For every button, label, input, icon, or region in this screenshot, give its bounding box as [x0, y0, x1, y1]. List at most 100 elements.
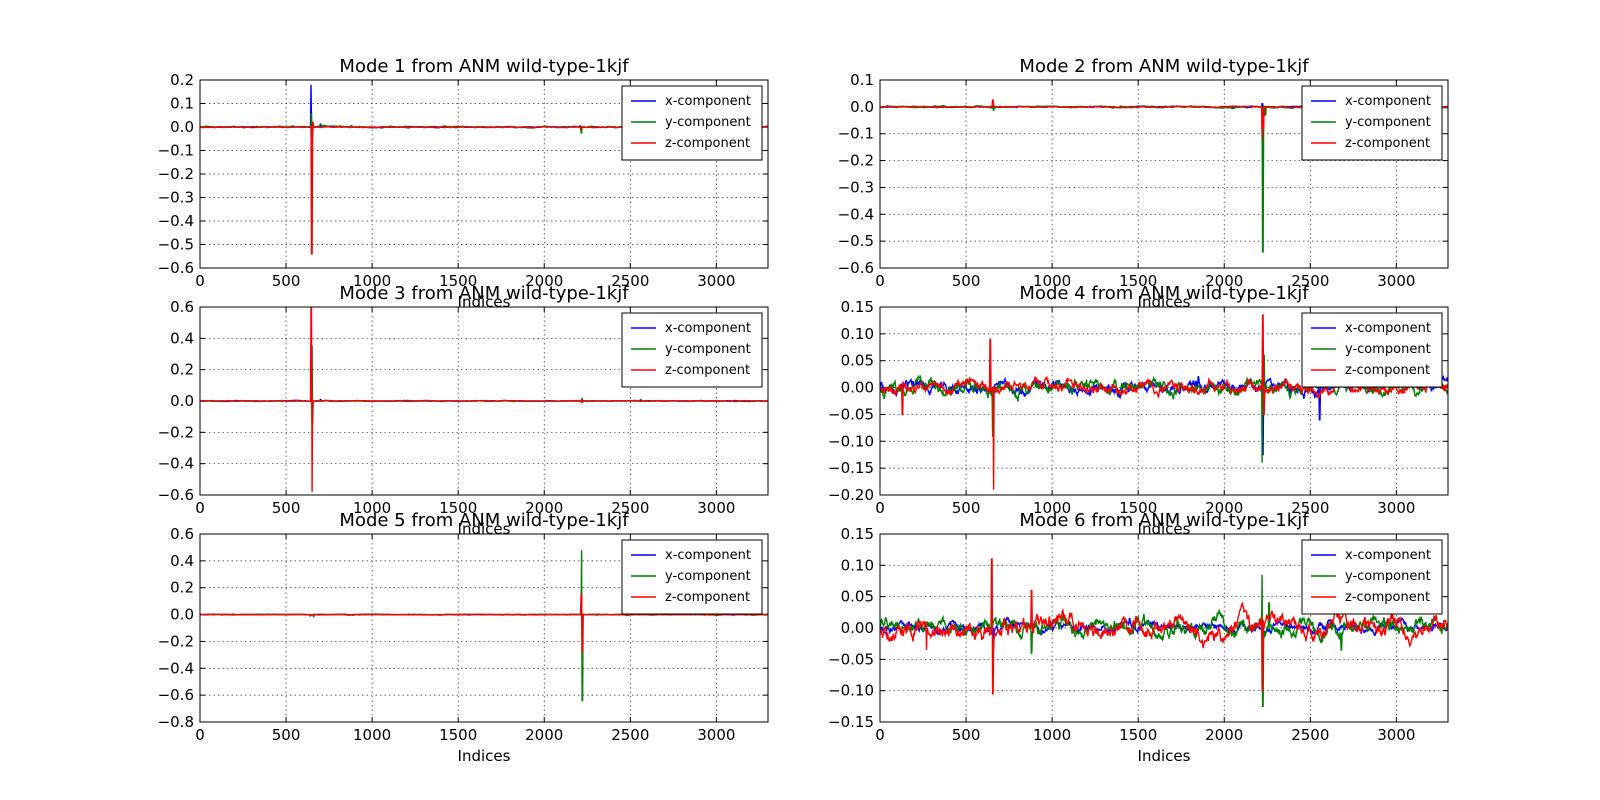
plot-frame: [879, 306, 1449, 496]
y-tick-label: −0.6: [838, 259, 874, 277]
y-tick-label: −0.5: [838, 232, 874, 250]
y-tick-label: 0.0: [170, 118, 194, 136]
y-tick-label: −0.10: [828, 682, 874, 700]
x-tick-label: 2000: [525, 726, 563, 744]
x-tick-label: 2500: [1291, 726, 1329, 744]
y-tick-label: 0.6: [170, 298, 194, 316]
x-tick-label: 1000: [1033, 272, 1071, 290]
x-tick-label: 2000: [525, 499, 563, 517]
x-tick-label: 500: [952, 272, 981, 290]
panel-title: Mode 1 from ANM wild-type-1kjf: [339, 56, 629, 77]
y-tick-label: 0.2: [170, 71, 194, 89]
x-tick-label: 3000: [1377, 272, 1415, 290]
x-tick-label: 500: [952, 499, 981, 517]
y-tick-label: 0.0: [170, 392, 194, 410]
legend-label: y-component: [1345, 115, 1431, 130]
legend-label: x-component: [665, 548, 751, 563]
x-tick-label: 2000: [1205, 499, 1243, 517]
x-tick-label: 500: [272, 272, 301, 290]
x-tick-label: 1500: [1119, 499, 1157, 517]
legend-label: z-component: [1345, 136, 1430, 151]
x-tick-label: 1500: [439, 499, 477, 517]
x-tick-label: 1000: [353, 499, 391, 517]
x-tick-label: 2000: [525, 272, 563, 290]
x-tick-label: 3000: [1377, 726, 1415, 744]
panel-title: Mode 6 from ANM wild-type-1kjf: [1019, 510, 1309, 531]
y-tick-label: −0.4: [158, 455, 194, 473]
y-tick-label: 0.15: [841, 525, 874, 543]
legend-label: z-component: [1345, 363, 1430, 378]
y-tick-label: −0.15: [828, 713, 874, 731]
y-tick-label: 0.4: [170, 552, 194, 570]
x-tick-label: 1000: [353, 272, 391, 290]
y-tick-label: −0.15: [828, 459, 874, 477]
y-tick-label: −0.20: [828, 486, 874, 504]
x-tick-label: 0: [195, 726, 205, 744]
y-tick-label: −0.5: [158, 236, 194, 254]
y-tick-label: 0.10: [841, 325, 874, 343]
legend-label: x-component: [665, 321, 751, 336]
series-line-z-component: [880, 558, 1448, 695]
x-tick-label: 500: [272, 499, 301, 517]
legend-label: x-component: [665, 94, 751, 109]
series-line-z-component: [880, 314, 1448, 490]
panel-title: Mode 5 from ANM wild-type-1kjf: [339, 510, 629, 531]
y-tick-label: 0.1: [170, 95, 194, 113]
x-tick-label: 2500: [611, 726, 649, 744]
legend-label: z-component: [665, 136, 750, 151]
y-tick-label: −0.4: [838, 205, 874, 223]
x-axis-label: Indices: [458, 747, 511, 765]
y-tick-label: −0.05: [828, 405, 874, 423]
legend: x-component y-component z-component: [1301, 85, 1443, 161]
x-tick-label: 1500: [1119, 726, 1157, 744]
y-tick-label: −0.1: [838, 125, 874, 143]
y-tick-label: 0.4: [170, 329, 194, 347]
x-tick-label: 2500: [611, 499, 649, 517]
x-tick-label: 1500: [439, 726, 477, 744]
legend-label: y-component: [1345, 342, 1431, 357]
panel-mode-2: Mode 2 from ANM wild-type-1kjf Indices 0…: [838, 56, 1449, 311]
plot-frame: [199, 79, 769, 269]
legend: x-component y-component z-component: [1301, 539, 1443, 615]
legend: x-component y-component z-component: [1301, 312, 1443, 388]
y-tick-label: −0.6: [158, 686, 194, 704]
x-tick-label: 3000: [697, 272, 735, 290]
legend-label: y-component: [1345, 569, 1431, 584]
x-tick-label: 3000: [697, 499, 735, 517]
y-tick-label: 0.0: [850, 98, 874, 116]
x-tick-label: 3000: [697, 726, 735, 744]
plot-frame: [879, 533, 1449, 723]
panel-mode-6: Mode 6 from ANM wild-type-1kjf Indices 0…: [828, 510, 1449, 765]
x-tick-label: 1500: [1119, 272, 1157, 290]
y-tick-label: −0.05: [828, 650, 874, 668]
x-axis-label: Indices: [1138, 747, 1191, 765]
legend-label: z-component: [665, 590, 750, 605]
x-tick-label: 500: [272, 726, 301, 744]
panel-mode-1: Mode 1 from ANM wild-type-1kjf Indices 0…: [158, 56, 769, 311]
legend-label: z-component: [665, 363, 750, 378]
y-tick-label: −0.2: [158, 632, 194, 650]
y-tick-label: −0.3: [158, 189, 194, 207]
x-tick-label: 2000: [1205, 726, 1243, 744]
x-tick-label: 0: [875, 726, 885, 744]
plot-frame: [879, 79, 1449, 269]
series-line-z-component: [200, 307, 768, 492]
y-tick-label: 0.05: [841, 588, 874, 606]
series-line-y-component: [880, 574, 1448, 707]
y-tick-label: 0.6: [170, 525, 194, 543]
x-tick-label: 2500: [611, 272, 649, 290]
legend: x-component y-component z-component: [621, 312, 763, 388]
y-tick-label: −0.1: [158, 142, 194, 160]
x-tick-label: 0: [195, 499, 205, 517]
legend-label: x-component: [1345, 548, 1431, 563]
y-tick-label: −0.3: [838, 178, 874, 196]
y-tick-label: 0.1: [850, 71, 874, 89]
plot-frame: [199, 306, 769, 496]
x-tick-label: 500: [952, 726, 981, 744]
legend-label: y-component: [665, 569, 751, 584]
y-tick-label: −0.10: [828, 432, 874, 450]
y-tick-label: 0.00: [841, 619, 874, 637]
legend-label: x-component: [1345, 321, 1431, 336]
y-tick-label: −0.4: [158, 659, 194, 677]
